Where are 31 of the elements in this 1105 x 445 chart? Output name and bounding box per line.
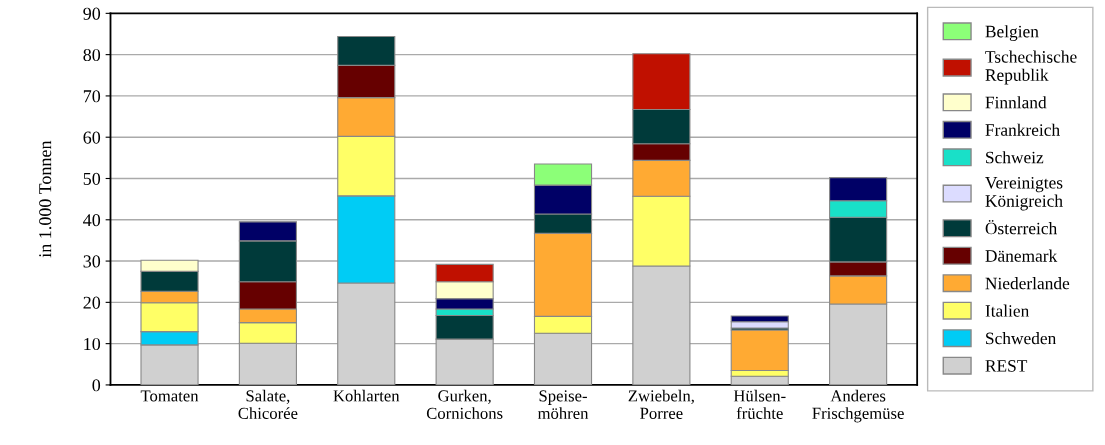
y-tick-label: 10 — [84, 337, 101, 351]
legend-label: Vereinigtes Königreich — [985, 176, 1063, 211]
y-axis-title: in 1.000 Tonnen — [39, 140, 52, 258]
legend-label: Österreich — [985, 220, 1057, 235]
legend-label: Niederlande — [985, 277, 1070, 290]
x-tick-label: Gurken, Cornichons — [426, 389, 503, 419]
y-tick-label: 90 — [83, 7, 101, 20]
x-tick-label: Hülsen- früchte — [733, 389, 786, 419]
legend-label: REST — [985, 360, 1028, 372]
x-tick-label: Anderes Frischgemüse — [812, 389, 904, 423]
y-tick-label: 50 — [83, 172, 101, 185]
y-tick-label: 0 — [92, 379, 101, 392]
legend-label: Schweiz — [986, 151, 1044, 164]
x-tick-label: Kohlarten — [333, 389, 400, 402]
y-tick-label: 60 — [83, 131, 101, 144]
y-tick-label: 30 — [83, 255, 101, 268]
y-tick-label: 70 — [83, 90, 101, 103]
x-tick-label: Tomaten — [140, 390, 199, 402]
legend-label: Finnland — [985, 96, 1047, 109]
x-tick-label: Salate, Chicorée — [238, 389, 298, 419]
legend-label: Dänemark — [985, 249, 1058, 262]
legend-label: Italien — [985, 304, 1030, 317]
legend-label: Frankreich — [985, 123, 1060, 136]
x-tick-label: Speise- möhren — [537, 390, 589, 419]
x-tick-label: Zwiebeln, Porree — [628, 389, 694, 419]
legend-label: Schweden — [986, 332, 1057, 345]
legend-label: Tschechische Republik — [985, 50, 1077, 85]
y-tick-label: 80 — [83, 48, 101, 62]
y-tick-label: 20 — [83, 296, 101, 309]
y-tick-label: 40 — [83, 214, 101, 227]
legend-label: Belgien — [985, 25, 1039, 41]
